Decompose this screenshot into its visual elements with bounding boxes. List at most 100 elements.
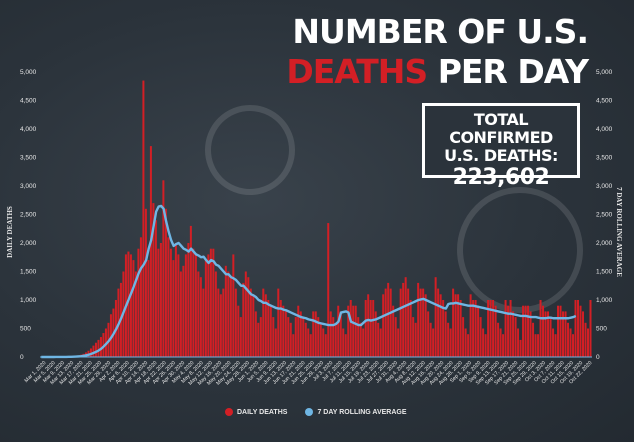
bar [427, 311, 430, 357]
bar [512, 311, 515, 357]
y-tick-right: 4,500 [596, 98, 613, 105]
bar [574, 300, 577, 357]
bar [254, 311, 257, 357]
bar [219, 294, 222, 357]
title-highlight: DEATHS [286, 52, 428, 91]
bar [534, 334, 537, 357]
bar [334, 322, 337, 357]
bar [137, 248, 140, 357]
bar [569, 328, 572, 357]
bar [329, 311, 332, 357]
virus-background-icon [205, 105, 583, 313]
bar [217, 288, 220, 357]
bar [554, 334, 557, 357]
bar [509, 300, 512, 357]
bar [502, 334, 505, 357]
bar [289, 322, 292, 357]
bar [242, 282, 245, 357]
bar [474, 300, 477, 357]
bar [364, 300, 367, 357]
bar [134, 271, 137, 357]
rolling-average-line [41, 204, 577, 359]
bar [139, 237, 142, 357]
bar [309, 334, 312, 357]
bar [264, 294, 267, 357]
total-box-line-2: U.S. DEATHS: [444, 146, 558, 165]
bar [312, 311, 315, 357]
bar [274, 328, 277, 357]
bar [154, 220, 157, 357]
bar [169, 248, 172, 357]
legend-line-label: 7 DAY ROLLING AVERAGE [317, 408, 407, 416]
bar [389, 288, 392, 357]
y-tick-right: 3,500 [596, 155, 613, 162]
bar [589, 300, 592, 357]
y-tick-right: 5,000 [596, 69, 613, 76]
bar [164, 208, 167, 357]
bar [199, 277, 202, 357]
bar [564, 311, 567, 357]
bar [97, 339, 100, 357]
bar [207, 254, 210, 357]
bar [542, 305, 545, 357]
bar [544, 311, 547, 357]
bar [284, 311, 287, 357]
bar [174, 243, 177, 357]
bar [379, 328, 382, 357]
bar [279, 300, 282, 357]
legend-line-swatch [305, 408, 314, 416]
bar [442, 300, 445, 357]
bar [339, 311, 342, 357]
bar [327, 223, 330, 357]
bar [439, 294, 442, 357]
bar [267, 300, 270, 357]
bar [272, 317, 275, 357]
y-tick-left: 5,000 [20, 69, 37, 76]
bar [197, 271, 200, 357]
title-line-2: DEATHS PER DAY [286, 52, 589, 91]
bar [372, 300, 375, 357]
bar [179, 271, 182, 357]
y-tick-right: 0 [596, 354, 600, 361]
bar [549, 317, 552, 357]
bar [239, 317, 242, 357]
bar [94, 342, 97, 357]
bar [562, 311, 565, 357]
bar [497, 322, 500, 357]
y-tick-right: 2,000 [596, 240, 613, 247]
bar [147, 260, 150, 357]
bar [187, 243, 190, 357]
y-tick-left: 2,000 [20, 240, 37, 247]
bar [422, 288, 425, 357]
bar [387, 282, 390, 357]
bar [299, 311, 302, 357]
y-axis-label-right: 7 DAY ROLLING AVERAGE [615, 187, 623, 277]
bar [532, 322, 535, 357]
bar [224, 265, 227, 357]
bar [209, 248, 212, 357]
bar [142, 80, 145, 358]
bar [407, 288, 410, 357]
bar [487, 300, 490, 357]
bar [214, 271, 217, 357]
bar [494, 305, 497, 357]
bar [354, 305, 357, 357]
bar [492, 300, 495, 357]
bar [459, 300, 462, 357]
bar [302, 317, 305, 357]
bar [109, 314, 112, 357]
bar [92, 345, 95, 357]
bar [244, 271, 247, 357]
bar [517, 328, 520, 357]
bar [177, 254, 180, 357]
bar [347, 305, 350, 357]
bar [452, 288, 455, 357]
bar [307, 328, 310, 357]
bar [489, 300, 492, 357]
bar [522, 305, 525, 357]
y-tick-right: 1,500 [596, 269, 613, 276]
bar [449, 328, 452, 357]
bar [479, 317, 482, 357]
bar [184, 254, 187, 357]
